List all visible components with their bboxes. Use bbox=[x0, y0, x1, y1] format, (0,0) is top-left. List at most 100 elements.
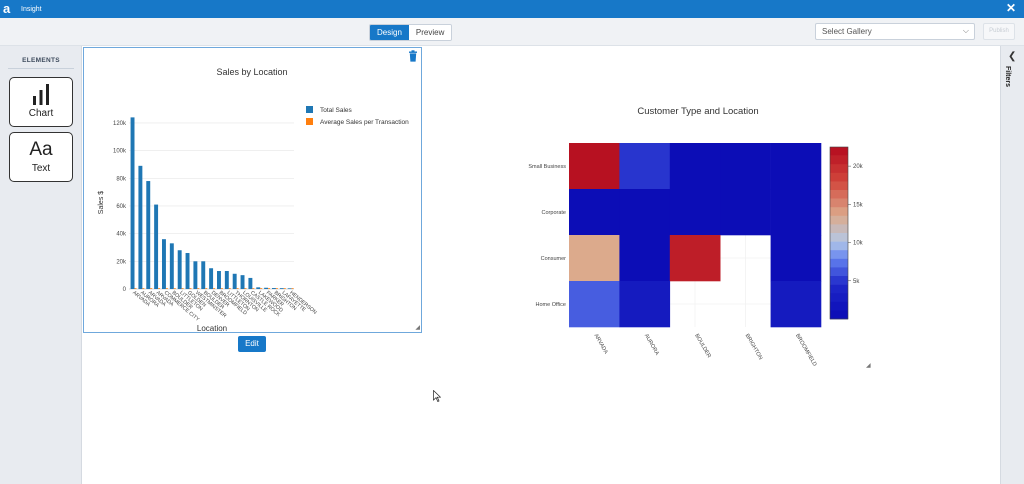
colorbar-segment bbox=[830, 276, 848, 285]
colorbar-segment bbox=[830, 215, 848, 225]
heatmap-cell bbox=[720, 143, 771, 190]
legend-swatch bbox=[306, 106, 313, 113]
x-tick-label: BRIGHTON bbox=[744, 333, 764, 361]
colorbar-tick-label: 15k bbox=[853, 202, 864, 208]
x-tick-label: BROOMFIELD bbox=[794, 333, 817, 368]
colorbar-segment bbox=[830, 147, 848, 156]
colorbar-segment bbox=[830, 284, 848, 294]
bar-total-sales bbox=[287, 288, 292, 289]
colorbar-segment bbox=[830, 164, 848, 174]
bar-total-sales bbox=[224, 271, 229, 289]
heatmap-cell bbox=[569, 235, 620, 282]
y-tick-label: 40k bbox=[116, 232, 127, 238]
trash-icon[interactable] bbox=[408, 50, 418, 62]
colorbar-segment bbox=[830, 310, 848, 320]
colorbar-segment bbox=[830, 172, 848, 182]
heatmap-cell bbox=[770, 189, 822, 236]
bar-total-sales bbox=[185, 253, 190, 289]
publish-button[interactable]: Publish bbox=[983, 23, 1015, 40]
colorbar-segment bbox=[830, 267, 848, 277]
select-gallery-dropdown[interactable]: Select Gallery ⌵ bbox=[815, 23, 975, 40]
bar-avg-sales bbox=[134, 288, 137, 289]
filters-label[interactable]: Filters bbox=[1004, 66, 1011, 88]
heatmap-cell bbox=[569, 281, 620, 328]
bar-total-sales bbox=[201, 261, 206, 289]
heatmap-cell bbox=[569, 143, 620, 190]
design-tab[interactable]: Design bbox=[370, 25, 409, 40]
edit-button[interactable]: Edit bbox=[238, 336, 266, 352]
resize-handle[interactable]: ◢ bbox=[415, 325, 420, 331]
heatmap-cell bbox=[770, 235, 822, 282]
bar-total-sales bbox=[177, 250, 182, 289]
bar-avg-sales bbox=[181, 288, 184, 289]
y-tick-label: Consumer bbox=[541, 256, 567, 262]
chart-element-label: Chart bbox=[28, 108, 54, 119]
heatmap-cell bbox=[619, 143, 671, 190]
chevron-down-icon: ⌵ bbox=[962, 26, 969, 35]
chart-element-button[interactable]: Chart bbox=[9, 77, 73, 127]
bar-total-sales bbox=[248, 277, 253, 289]
bar-total-sales bbox=[169, 243, 174, 289]
colorbar-segment bbox=[830, 155, 848, 165]
toolbar: Design Preview Select Gallery ⌵ Publish bbox=[0, 18, 1024, 46]
heatmap-cell bbox=[770, 143, 822, 190]
bar-avg-sales bbox=[268, 288, 271, 289]
colorbar-segment bbox=[830, 207, 848, 217]
bar-total-sales bbox=[256, 287, 261, 289]
colorbar-segment bbox=[830, 190, 848, 199]
bar-total-sales bbox=[272, 288, 276, 289]
bar-total-sales bbox=[217, 271, 221, 289]
legend-label: Total Sales bbox=[320, 107, 353, 114]
bar-total-sales bbox=[138, 165, 143, 289]
elements-heading: ELEMENTS bbox=[22, 57, 60, 64]
bar-total-sales bbox=[146, 181, 151, 289]
bar-total-sales bbox=[193, 261, 198, 289]
close-icon[interactable]: ✕ bbox=[1005, 1, 1016, 15]
heatmap-cell bbox=[770, 281, 822, 328]
colorbar-segment bbox=[830, 181, 848, 191]
bar-avg-sales bbox=[236, 288, 239, 289]
text-element-button[interactable]: Aa Text bbox=[9, 132, 73, 182]
gallery-placeholder: Select Gallery bbox=[822, 27, 872, 36]
heatmap-cell bbox=[619, 235, 671, 282]
bar-avg-sales bbox=[173, 288, 176, 289]
bar-avg-sales bbox=[142, 288, 145, 289]
text-element-label: Text bbox=[31, 163, 51, 174]
mouse-cursor-icon bbox=[433, 390, 441, 402]
y-tick-label: Corporate bbox=[542, 210, 566, 216]
bar-avg-sales bbox=[244, 288, 247, 289]
chevron-left-icon[interactable]: ❮ bbox=[1008, 51, 1017, 62]
y-tick-label: 20k bbox=[116, 259, 127, 265]
customer-type-location-heatmap: Customer Type and Location Small Business… bbox=[528, 106, 864, 368]
colorbar-border bbox=[829, 146, 849, 320]
legend-swatch bbox=[306, 118, 313, 125]
bar-total-sales bbox=[162, 239, 166, 289]
colorbar-segment bbox=[830, 241, 848, 251]
resize-handle[interactable]: ◢ bbox=[866, 363, 871, 369]
elements-sidebar: ELEMENTS Chart Aa Text bbox=[0, 46, 82, 484]
filters-panel: ❮ Filters bbox=[1000, 46, 1024, 484]
preview-tab[interactable]: Preview bbox=[408, 25, 452, 40]
colorbar-segment bbox=[830, 293, 848, 303]
heatmap-cell bbox=[619, 189, 671, 236]
colorbar-segment bbox=[830, 224, 848, 234]
colorbar-segment bbox=[830, 301, 848, 311]
colorbar-tick-label: 20k bbox=[853, 164, 864, 170]
bar-avg-sales bbox=[150, 288, 153, 289]
heatmap-cell bbox=[569, 189, 620, 236]
chart-title: Sales by Location bbox=[216, 67, 287, 77]
mode-toggle: Design Preview bbox=[369, 24, 453, 41]
text-icon: Aa bbox=[29, 139, 53, 160]
bar-chart-icon bbox=[10, 82, 72, 108]
y-tick-label: 80k bbox=[116, 176, 127, 182]
colorbar-tick-label: 10k bbox=[853, 241, 864, 247]
bar-avg-sales bbox=[197, 288, 200, 289]
bar-avg-sales bbox=[252, 288, 255, 289]
bar-total-sales bbox=[279, 288, 284, 289]
bar-avg-sales bbox=[220, 288, 223, 289]
divider bbox=[8, 68, 74, 69]
bar-avg-sales bbox=[165, 288, 168, 289]
heatmap-cell bbox=[619, 281, 671, 328]
bar-avg-sales bbox=[283, 288, 286, 289]
colorbar-segment bbox=[830, 258, 848, 268]
